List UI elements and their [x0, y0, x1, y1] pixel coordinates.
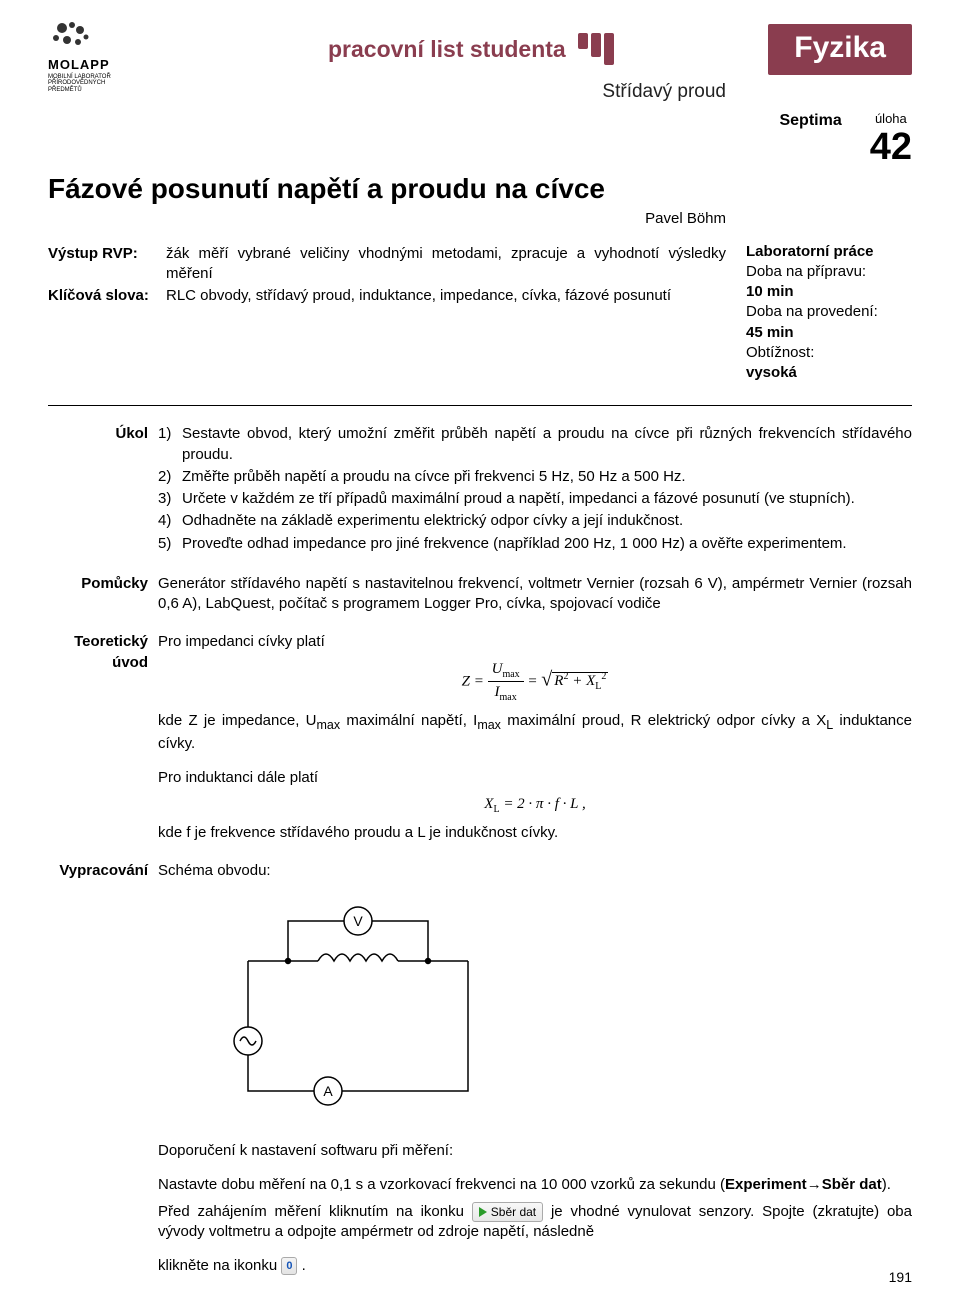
subject-badge: Fyzika [768, 24, 912, 75]
work-p1: Nastavte dobu měření na 0,1 s a vzorkova… [158, 1175, 912, 1195]
keywords-value: RLC obvody, střídavý proud, induktance, … [166, 286, 726, 306]
task-item: Změřte průběh napětí a proudu na cívce p… [158, 467, 912, 487]
run-value: 45 min [746, 323, 912, 343]
rvp-value: žák měří vybrané veličiny vhodnými metod… [166, 244, 726, 285]
section-task-label: Úkol [48, 424, 158, 556]
tools-text: Generátor střídavého napětí s nastavitel… [158, 574, 912, 615]
bars-icon [578, 33, 614, 65]
logo-name: MOLAPP [48, 56, 158, 74]
diff-value: vysoká [746, 363, 912, 383]
keywords-label: Klíčová slova: [48, 286, 166, 306]
task-item: Sestavte obvod, který umožní změřit průb… [158, 424, 912, 465]
task-item: Proveďte odhad impedance pro jiné frekve… [158, 534, 912, 554]
page-number: 191 [889, 1268, 912, 1287]
logo-sub3: PŘEDMĚTŮ [48, 87, 158, 94]
svg-text:A: A [323, 1083, 333, 1099]
svg-text:V: V [353, 913, 363, 929]
collect-data-label: Sběr dat [491, 1204, 536, 1220]
prep-value: 10 min [746, 282, 912, 302]
grade-label: Septima [779, 110, 841, 132]
formula-impedance: Z = Umax Imax = √R2 + XL2 [158, 659, 912, 705]
circuit-diagram: V A [208, 891, 528, 1131]
work-rec-title: Doporučení k nastavení softwaru při měře… [158, 1141, 912, 1161]
theory-desc1: kde Z je impedance, Umax maximální napět… [158, 711, 912, 754]
theory-desc2: kde f je frekvence střídavého proudu a L… [158, 823, 912, 843]
section-work-label: Vypracování [48, 861, 158, 1277]
work-p3: klikněte na ikonku 0 . [158, 1256, 912, 1276]
author: Pavel Böhm [48, 209, 912, 229]
work-p2: Před zahájením měření kliknutím na ikonk… [158, 1202, 912, 1243]
zero-icon[interactable]: 0 [281, 1257, 297, 1275]
divider [48, 405, 912, 406]
rvp-label: Výstup RVP: [48, 244, 166, 285]
theory-sub: Pro induktanci dále platí [158, 768, 912, 788]
theory-intro: Pro impedanci cívky platí [158, 633, 325, 650]
formula-inductance: XL = 2 · π · f · L , [158, 794, 912, 817]
collect-data-button[interactable]: Sběr dat [472, 1202, 543, 1222]
subtitle: Střídavý proud [48, 79, 912, 105]
prep-label: Doba na přípravu: [746, 262, 912, 282]
section-tools-label: Pomůcky [48, 574, 158, 615]
section-theory-label: Teoretický úvod [48, 632, 158, 842]
play-icon [479, 1207, 487, 1217]
logo-sub2: PŘÍRODOVĚDNÝCH [48, 80, 158, 87]
pretitle: pracovní list studenta [328, 34, 566, 65]
task-number: 42 [870, 128, 912, 166]
logo-block: MOLAPP MOBILNÍ LABORATOŘ PŘÍRODOVĚDNÝCH … [48, 20, 158, 94]
work-intro: Schéma obvodu: [158, 861, 912, 881]
task-item: Odhadněte na základě experimentu elektri… [158, 511, 912, 531]
run-label: Doba na provedení: [746, 302, 912, 322]
diff-label: Obtížnost: [746, 343, 912, 363]
lab-label: Laboratorní práce [746, 242, 912, 262]
task-item: Určete v každém ze tří případů maximální… [158, 489, 912, 509]
task-list: Sestavte obvod, který umožní změřit průb… [158, 424, 912, 554]
page-title: Fázové posunutí napětí a proudu na cívce [48, 170, 912, 208]
